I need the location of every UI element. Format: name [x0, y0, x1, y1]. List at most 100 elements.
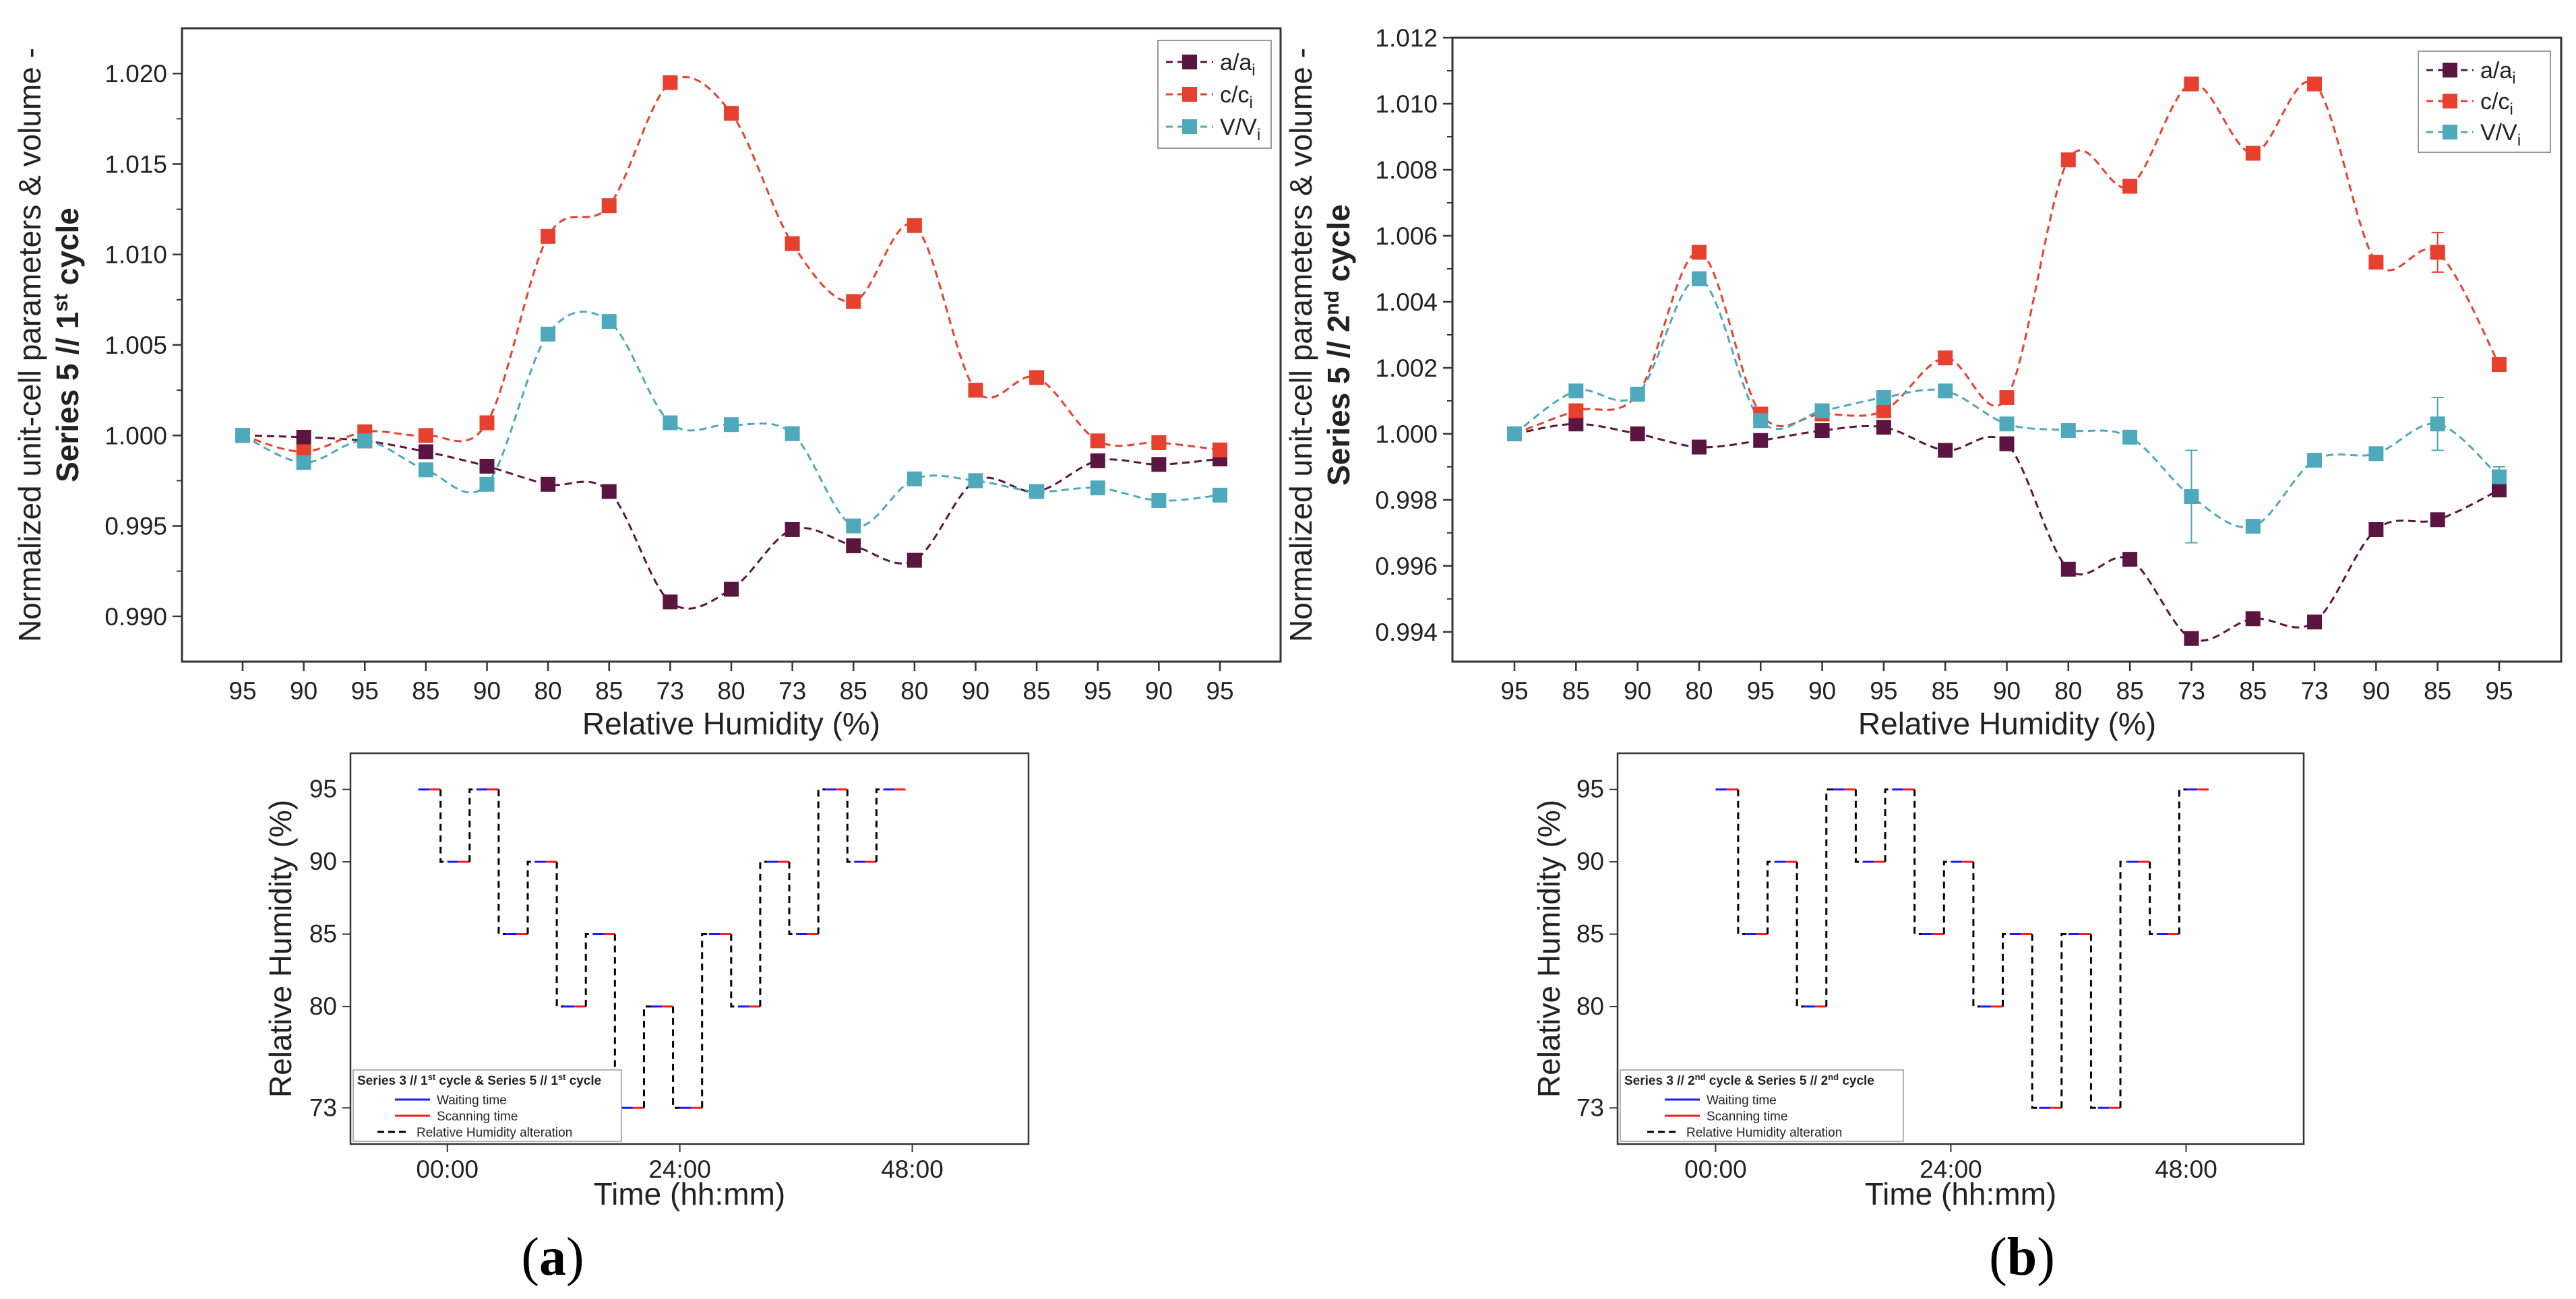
- data-point-c-ci: [2245, 146, 2261, 161]
- humidity-alteration: [1767, 860, 1775, 934]
- panel-a-markers: [235, 75, 1227, 610]
- legend-item-v: V/Vi: [1166, 115, 1260, 144]
- y-tick-label: 1.002: [1375, 354, 1438, 382]
- data-point-V-Vi: [1691, 271, 1707, 286]
- y-tick-label: 1.015: [104, 150, 167, 178]
- panel-a-legend-box: [1157, 40, 1272, 149]
- data-point-a-ai: [2122, 552, 2138, 567]
- y-tick-label: 1.006: [1375, 222, 1438, 250]
- data-point-V-Vi: [601, 314, 617, 329]
- humidity-alteration: [1854, 789, 1863, 863]
- data-point-a-ai: [2245, 611, 2261, 627]
- panel-a-main-chart: 95 90 95 85 90 80 85 73 80 73 85 80 90 85 95 90 95 0.990 0…: [12, 27, 1282, 741]
- panel-b-y-label-line1: Normalized unit-cell parameters & volume…: [1283, 48, 1318, 642]
- panel-b-schedule-ticks: 00:00 24:00 48:00 73 80 85 90 95: [1576, 775, 2217, 1183]
- data-point-c-ci: [2122, 179, 2138, 194]
- y-tick-label: 1.010: [104, 241, 167, 269]
- data-point-V-Vi: [1630, 387, 1645, 402]
- panel-a-x-axis-label: Relative Humidity (%): [582, 706, 880, 741]
- data-point-a-ai: [601, 484, 617, 499]
- data-point-a-ai: [1876, 420, 1891, 435]
- x-tick-label: 48:00: [881, 1155, 944, 1183]
- data-point-V-Vi: [2492, 469, 2507, 484]
- panel-a-schedule-chart: 00:00 24:00 48:00 73 80 85 90 95 Time (hh:mm) R…: [263, 752, 1030, 1211]
- humidity-alteration: [2031, 934, 2040, 1109]
- data-point-c-ci: [785, 236, 800, 251]
- x-tick-label: 90: [962, 677, 989, 705]
- legend-label-v: V/Vi: [2480, 120, 2521, 150]
- y-tick-label: 95: [309, 775, 337, 803]
- humidity-alteration: [497, 789, 505, 936]
- panel-a-grid-ticks: 95 90 95 85 90 80 85 73 80 73 85 80 90 85 95 90 95 0.990 0…: [104, 60, 1233, 705]
- data-point-V-Vi: [418, 462, 433, 478]
- x-tick-label: 73: [2300, 677, 2328, 705]
- data-point-V-Vi: [1753, 413, 1769, 429]
- data-point-a-ai: [2368, 522, 2384, 538]
- humidity-alteration: [730, 934, 738, 1008]
- x-tick-label: 48:00: [2155, 1155, 2217, 1183]
- data-point-V-Vi: [1938, 383, 1953, 399]
- x-tick-label: 95: [1747, 677, 1775, 705]
- data-point-c-ci: [1151, 435, 1167, 451]
- y-tick-label: 1.004: [1375, 288, 1438, 316]
- data-point-c-ci: [1999, 390, 2015, 406]
- y-tick-label: 85: [1576, 920, 1604, 948]
- panel-b-y-axis-label: Normalized unit-cell parameters & volume…: [1283, 48, 1356, 642]
- x-tick-label: 80: [1685, 677, 1713, 705]
- data-point-c-ci: [1691, 245, 1707, 260]
- panel-a-y-label-line2: Series 5 // 1st cycle: [50, 208, 86, 482]
- x-tick-label: 73: [778, 677, 806, 705]
- x-tick-label: 85: [1932, 677, 1959, 705]
- data-point-V-Vi: [1029, 484, 1045, 499]
- data-point-a-ai: [663, 594, 678, 610]
- data-point-c-ci: [907, 218, 922, 233]
- data-point-a-ai: [724, 581, 739, 597]
- data-point-a-ai: [2307, 614, 2323, 630]
- x-tick-label: 95: [1206, 677, 1233, 705]
- panel-a-label: (a): [521, 1228, 584, 1287]
- y-tick-label: 1.000: [104, 422, 167, 449]
- y-tick-label: 0.998: [1375, 486, 1438, 514]
- y-tick-label: 0.995: [104, 513, 167, 540]
- humidity-alteration: [788, 862, 797, 936]
- data-point-c-ci: [846, 294, 861, 309]
- data-point-a-ai: [1691, 439, 1707, 455]
- x-tick-label: 85: [840, 677, 867, 705]
- panel-b-schedule-legend-box: [1620, 1069, 1904, 1142]
- legend-label-a: a/ai: [2480, 58, 2516, 88]
- data-point-V-Vi: [907, 471, 922, 486]
- panel-a-schedule-steps: [418, 788, 906, 1109]
- y-tick-label: 73: [309, 1094, 337, 1121]
- y-tick-label: 0.996: [1375, 552, 1438, 580]
- panel-a-schedule-legend-title: Series 3 // 1st cycle & Series 5 // 1st …: [357, 1072, 601, 1089]
- data-point-a-ai: [418, 444, 433, 460]
- humidity-alteration: [817, 788, 826, 934]
- data-point-a-ai: [2430, 512, 2445, 528]
- x-tick-label: 90: [290, 677, 317, 705]
- data-point-V-Vi: [1814, 403, 1830, 418]
- y-tick-label: 0.990: [104, 603, 167, 631]
- legend-wait-label: Waiting time: [437, 1094, 507, 1108]
- data-point-V-Vi: [541, 326, 556, 342]
- y-tick-label: 1.008: [1375, 156, 1438, 184]
- y-tick-label: 1.020: [104, 60, 167, 88]
- data-point-c-ci: [418, 428, 433, 443]
- data-point-c-ci: [2492, 357, 2507, 373]
- humidity-alteration: [555, 862, 564, 1008]
- x-tick-label: 95: [228, 677, 256, 705]
- legend-item-a: a/ai: [2426, 58, 2516, 88]
- data-point-V-Vi: [846, 518, 861, 534]
- panel-b-legend: a/ai c/ci V/Vi: [2418, 51, 2551, 153]
- data-point-c-ci: [601, 198, 617, 214]
- y-tick-label: 73: [1576, 1094, 1604, 1121]
- data-point-a-ai: [907, 552, 922, 568]
- x-tick-label: 80: [717, 677, 745, 705]
- panel-b-label: (b): [1989, 1228, 2055, 1287]
- x-tick-label: 85: [2116, 677, 2144, 705]
- humidity-alteration: [1796, 862, 1804, 1008]
- panel-a-y-label-line1: Normalized unit-cell parameters & volume…: [12, 48, 47, 642]
- legend-item-c: c/ci: [2426, 89, 2513, 119]
- x-tick-label: 90: [1993, 677, 2021, 705]
- data-point-V-Vi: [235, 428, 250, 443]
